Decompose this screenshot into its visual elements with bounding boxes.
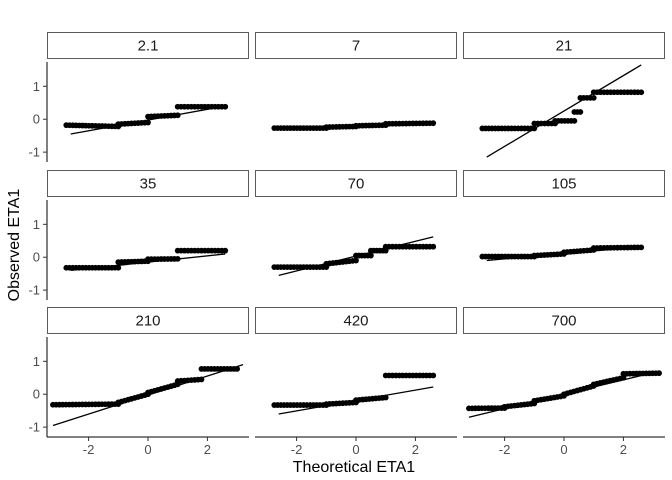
facet-label: 21 bbox=[556, 38, 573, 55]
x-tick-label: 0 bbox=[352, 442, 359, 457]
facet-label: 7 bbox=[352, 38, 360, 55]
x-tick-label: 2 bbox=[620, 442, 627, 457]
data-point bbox=[174, 112, 181, 119]
facet-strip bbox=[255, 170, 457, 197]
data-point bbox=[222, 103, 229, 110]
data-point bbox=[577, 109, 584, 115]
facet-panel: 105 bbox=[463, 170, 665, 262]
x-tick-label: 2 bbox=[204, 442, 211, 457]
facet-strip bbox=[47, 170, 249, 197]
x-tick-label: -2 bbox=[499, 442, 511, 457]
x-tick-label: 2 bbox=[412, 442, 419, 457]
facet-strip bbox=[463, 32, 665, 59]
x-tick-label: 0 bbox=[144, 442, 151, 457]
x-tick-label: -2 bbox=[83, 442, 95, 457]
y-tick-label: 0 bbox=[33, 250, 40, 265]
facet-label: 35 bbox=[140, 176, 157, 193]
facet-panel: 7 bbox=[255, 32, 457, 132]
facet-panel: 21 bbox=[463, 32, 665, 158]
facet-strip bbox=[463, 307, 665, 334]
facet-strip bbox=[255, 307, 457, 334]
data-point bbox=[430, 243, 437, 250]
facet-label: 700 bbox=[551, 313, 576, 330]
data-point bbox=[198, 376, 205, 383]
data-point bbox=[174, 255, 181, 262]
y-tick-label: -1 bbox=[28, 283, 40, 298]
data-point bbox=[571, 117, 578, 124]
facet-strip bbox=[463, 170, 665, 197]
facet-strip bbox=[255, 32, 457, 59]
qq-reference-line bbox=[486, 64, 642, 158]
facet-panel: 210 -1 0 1 -2 0 2 bbox=[28, 307, 249, 457]
data-point bbox=[430, 372, 437, 379]
facet-label: 70 bbox=[348, 176, 365, 193]
data-point bbox=[638, 89, 645, 96]
facet-strip bbox=[47, 307, 249, 334]
facet-panel: 35 -1 0 1 bbox=[28, 170, 249, 300]
data-point bbox=[115, 264, 122, 271]
data-point bbox=[234, 365, 241, 372]
x-tick-label: -2 bbox=[291, 442, 303, 457]
y-tick-label: 0 bbox=[33, 387, 40, 402]
data-point bbox=[531, 125, 538, 132]
y-tick-label: 1 bbox=[33, 354, 40, 369]
y-tick-label: 1 bbox=[33, 79, 40, 94]
y-tick-label: 0 bbox=[33, 112, 40, 127]
facet-label: 420 bbox=[343, 313, 368, 330]
facet-label: 2.1 bbox=[138, 38, 159, 55]
facet-label: 210 bbox=[135, 313, 160, 330]
data-point bbox=[590, 94, 597, 101]
facet-label: 105 bbox=[551, 176, 576, 193]
data-point bbox=[367, 252, 374, 259]
y-axis-title: Observed ETA1 bbox=[6, 189, 23, 302]
data-point bbox=[656, 370, 662, 377]
facet-panel: 70 bbox=[255, 170, 457, 276]
y-tick-label: -1 bbox=[28, 145, 40, 160]
data-point bbox=[430, 120, 437, 127]
data-point bbox=[353, 257, 359, 264]
facet-panel: 700 -2 0 2 bbox=[463, 307, 665, 457]
data-point bbox=[382, 394, 389, 401]
y-tick-label: -1 bbox=[28, 420, 40, 435]
facet-panel: 420 -2 0 2 bbox=[255, 307, 457, 457]
facet-strip bbox=[47, 32, 249, 59]
facet-panel: 2.1 -1 0 1 bbox=[28, 32, 249, 162]
y-tick-label: 1 bbox=[33, 217, 40, 232]
data-point bbox=[222, 247, 229, 254]
x-axis-title: Theoretical ETA1 bbox=[293, 459, 416, 476]
x-tick-label: 0 bbox=[560, 442, 567, 457]
data-point bbox=[638, 244, 645, 251]
data-point bbox=[145, 119, 151, 126]
